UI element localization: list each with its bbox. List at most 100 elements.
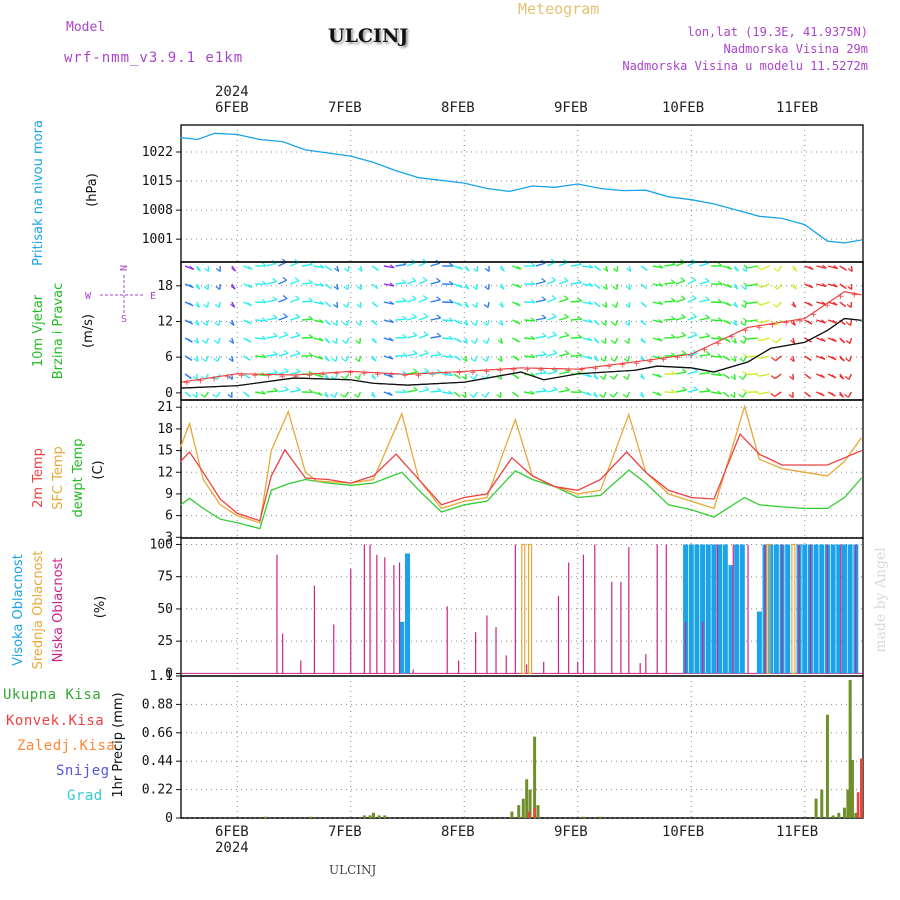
cloud-unit: (%) [93,596,108,619]
wind-arrow-head [372,321,378,326]
wind-arrow [418,279,428,285]
wind-arrow [290,261,299,267]
wind-arrow-head [806,375,812,380]
gust-marker: + [210,374,218,384]
wind-arrow-head [469,393,475,398]
gust-marker: + [728,332,736,342]
high-cloud-bar [768,544,774,674]
high-cloud-bar [841,544,847,674]
wind-arrow-head [670,334,676,339]
wind-arrow-head [272,332,278,337]
wind-arrow-head [733,285,739,290]
wind-arrow-head [202,339,207,344]
total-rain-bar [528,789,532,818]
total-rain-bar [854,812,858,818]
wind-arrow-head [742,317,748,322]
wind-arrow-head [717,335,723,340]
wind-arrow [359,337,362,344]
wind-arrow [406,280,417,285]
wind-arrow [547,370,558,375]
wind-arrow-head [464,303,469,308]
wind-arrow [626,373,630,380]
wind-arrow-head [831,356,837,361]
wind-arrow [699,353,711,357]
temp-axis-title-dewpt: dewpt Temp [71,438,86,517]
wind-arrow-head [820,374,825,379]
bottom-date-9feb: 9FEB [554,824,588,840]
wind-arrow [664,263,675,267]
wind-arrow-head [388,337,394,342]
ytick-label-precip: 0.44 [142,754,173,769]
wind-arrow-head [342,321,348,326]
wind-arrow [418,389,429,393]
wind-arrow [464,373,467,380]
wind-arrow-head [215,268,221,272]
wind-arrow [290,371,301,375]
wind-arrow [604,355,607,362]
gust-marker: + [224,372,232,382]
wind-arrow-head [371,375,376,380]
wind-arrow [442,301,454,304]
wind-arrow [570,281,582,285]
wind-arrow-head [424,367,429,372]
wind-arrow [742,373,747,380]
total-rain-bar [598,816,602,818]
compass-w: W [85,291,92,302]
wind-arrow-head [756,283,762,288]
wind-arrow-head [845,340,851,344]
wind-arrow [301,318,313,321]
wind-arrow-head [354,358,360,362]
wind-arrow-head [344,268,349,272]
total-rain-bar [850,759,854,818]
wind-arrow-head [246,338,252,343]
wind-arrow [652,301,663,305]
wind-arrow [775,337,782,344]
wind-arrow-head [272,277,277,282]
wind-arrow-head [423,349,429,354]
wind-arrow [675,389,687,393]
wind-arrow [524,337,535,340]
wind-arrow-head [822,264,827,269]
wind-arrow-head [742,335,748,340]
high-cloud-bar [830,544,836,674]
wind-arrow-head [472,286,478,290]
wind-arrow-head [499,285,505,290]
wind-arrow-head [530,390,535,395]
wind-arrow-head [790,339,795,344]
wind-arrow [849,337,853,344]
gust-marker: + [456,369,464,379]
wind-arrow-head [705,350,711,355]
wind-arrow-head [773,267,779,272]
wind-arrow [616,283,619,290]
top-date-8feb: 8FEB [441,100,475,116]
wind-arrow-head [756,301,761,306]
ytick-label-temperature: 12 [157,465,173,480]
wind-arrow-head [640,339,646,344]
wind-arrow-head [436,296,441,301]
wind-arrow-head [245,393,250,398]
gust-marker: + [415,371,423,381]
wind-arrow-head [472,304,477,308]
wind-arrow [775,355,782,362]
wind-arrow-head [693,386,699,391]
wind-arrow [523,391,535,395]
wind-arrow-head [457,320,463,325]
precip-unit: 1hr Precip (mm) [111,692,126,797]
wind-arrow [664,300,676,303]
model-label: Model [66,20,106,35]
total-rain-bar [842,807,846,818]
temp-2m-line [180,432,862,522]
wind-arrow-head [456,356,462,361]
high-cloud-bar [734,544,740,674]
wind-arrow-head [282,295,288,299]
wind-arrow-head [343,286,349,290]
wind-arrow-head [204,268,209,272]
wind-arrow-head [388,391,393,396]
wind-arrow [335,355,338,362]
wind-arrow-head [577,334,583,338]
wind-arrow [395,300,407,303]
wind-arrow-head [318,373,323,378]
wind-arrow-head [284,386,289,391]
wind-arrow [759,373,770,377]
wind-arrow [614,337,619,344]
